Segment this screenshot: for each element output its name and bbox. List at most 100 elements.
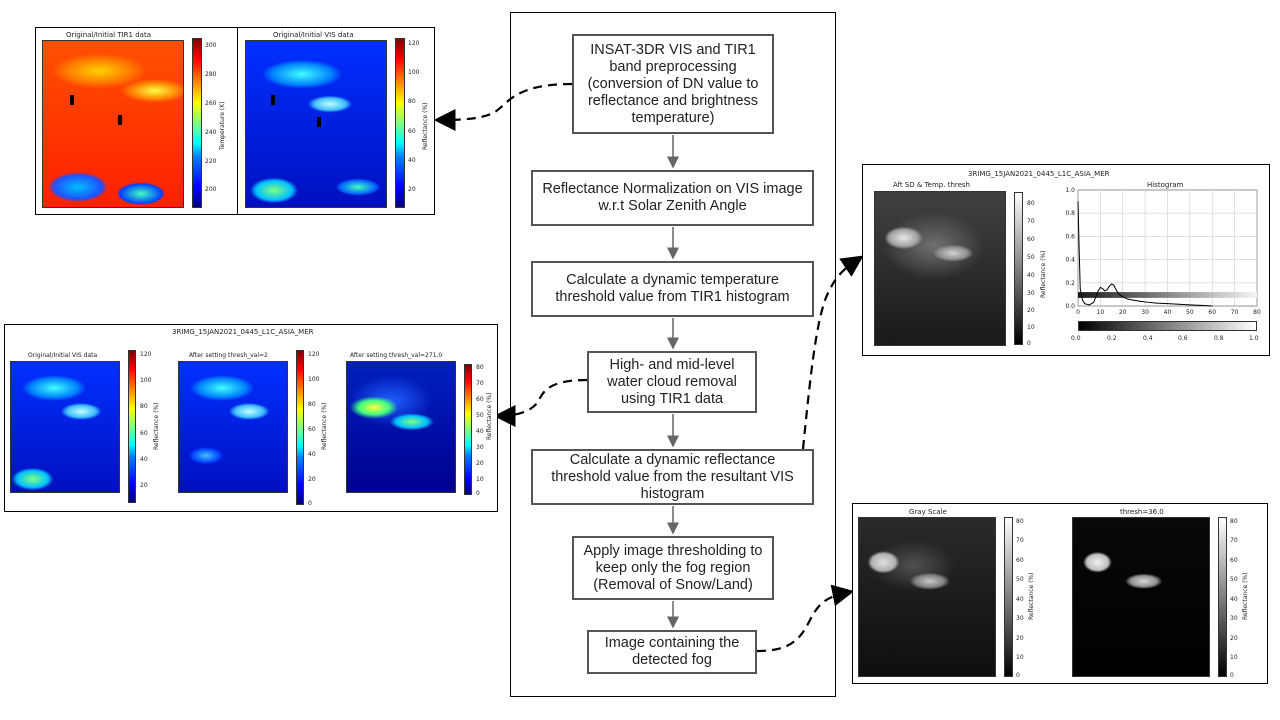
panel4-sub1-title: Gray Scale — [909, 508, 947, 516]
vis-title: Original/Initial VIS data — [273, 31, 354, 39]
x-tick-label: 40 — [1164, 309, 1172, 316]
panel2-sub3-tick: 0 — [476, 490, 480, 497]
histogram-point — [1078, 247, 1080, 249]
hcbar-tick: 0.2 — [1107, 335, 1117, 342]
tir-cbar-label: Temperature (K) — [219, 101, 226, 150]
panel2-sub1-colorbar — [128, 350, 136, 503]
tir-colorbar — [192, 38, 202, 208]
y-tick-label: 0.0 — [1065, 303, 1075, 310]
histogram-point — [1167, 303, 1168, 305]
panel3-image — [874, 191, 1006, 346]
panel4-sub2-title: thresh=36.0 — [1120, 508, 1164, 516]
step-detected-fog: Image containing the detected fog — [587, 630, 757, 674]
histogram-point — [1117, 292, 1119, 294]
panel4-sub2-colorbar — [1218, 517, 1227, 677]
histogram-point — [1077, 201, 1079, 203]
tir-marker-2 — [118, 115, 122, 125]
threshold-band — [1078, 292, 1257, 298]
hcbar-tick: 1.0 — [1249, 335, 1259, 342]
panel3-cbar-tick: 80 — [1027, 200, 1035, 207]
step-temp-threshold: Calculate a dynamic temperature threshol… — [531, 261, 814, 317]
panel4-sub1-tick: 50 — [1016, 576, 1024, 583]
histogram-point — [1133, 299, 1135, 301]
panel4-sub2-tick: 20 — [1230, 635, 1238, 642]
panel4-sub1-tick: 80 — [1016, 518, 1024, 525]
panel3-colorbar — [1014, 192, 1023, 345]
histogram-point — [1093, 302, 1095, 304]
histogram-point — [1144, 301, 1146, 303]
panel4-sub1-tick: 10 — [1016, 654, 1024, 661]
panel4-sub1-tick: 60 — [1016, 557, 1024, 564]
histogram-point — [1126, 298, 1128, 300]
histogram-point — [1155, 302, 1157, 304]
panel2-sub2-tick: 120 — [308, 351, 320, 358]
panel2-sub2-tick: 60 — [308, 426, 316, 433]
panel2-sub2-cbar-label: Reflectance (%) — [321, 402, 328, 450]
panel2-sub1-tick: 20 — [140, 482, 148, 489]
histogram-point — [1095, 296, 1097, 298]
panel2-sub1-cbar-label: Reflectance (%) — [153, 402, 160, 450]
panel2-sub3-tick: 80 — [476, 364, 484, 371]
panel2-sub1-tick: 60 — [140, 430, 148, 437]
hcbar-tick: 0.0 — [1071, 335, 1081, 342]
vis-marker-2 — [317, 117, 321, 127]
panel2-suptitle: 3RIMG_15JAN2021_0445_L1C_ASIA_MER — [172, 328, 314, 336]
hcbar-tick: 0.4 — [1143, 335, 1153, 342]
y-tick-label: 0.2 — [1065, 280, 1075, 287]
tir-tick: 300 — [205, 42, 217, 49]
histogram-line — [1077, 201, 1213, 307]
histogram-point — [1211, 305, 1213, 307]
panel4-sub2-tick: 80 — [1230, 518, 1238, 525]
x-tick-label: 60 — [1208, 309, 1216, 316]
panel2-sub2-image — [178, 361, 288, 493]
histogram-point — [1097, 290, 1099, 292]
panel4-sub2-tick: 50 — [1230, 576, 1238, 583]
histogram-point — [1115, 289, 1117, 291]
tir-marker-1 — [70, 95, 74, 105]
tir-tick: 200 — [205, 186, 217, 193]
step-normalization: Reflectance Normalization on VIS image w… — [531, 170, 814, 226]
panel2-sub2-tick: 100 — [308, 376, 320, 383]
panel3-cbar-label: Reflectance (%) — [1040, 250, 1047, 298]
panel2-sub2-tick: 20 — [308, 476, 316, 483]
panel2-sub2-tick: 40 — [308, 451, 316, 458]
histogram-point — [1200, 304, 1202, 306]
x-tick-label: 50 — [1186, 309, 1194, 316]
panel2-sub3-cbar-label: Reflectance (%) — [486, 392, 493, 440]
panel2-sub1-tick: 40 — [140, 456, 148, 463]
panel2-sub2-title: After setting thresh_val=2 — [189, 352, 268, 359]
y-tick-label: 0.4 — [1065, 257, 1075, 264]
panel2-sub3-tick: 40 — [476, 428, 484, 435]
panel3-cbar-tick: 50 — [1027, 254, 1035, 261]
x-tick-label: 0 — [1076, 309, 1080, 316]
panel3-cbar-tick: 10 — [1027, 324, 1035, 331]
histogram-point — [1120, 295, 1122, 297]
panel2-sub1-tick: 120 — [140, 351, 152, 358]
vis-tick: 80 — [408, 98, 416, 105]
panel2-sub2-colorbar — [296, 350, 304, 505]
histogram-point — [1140, 300, 1142, 302]
vis-tick: 20 — [408, 186, 416, 193]
panel2-sub1-tick: 100 — [140, 377, 152, 384]
histogram-point — [1108, 285, 1110, 287]
histogram-point — [1079, 288, 1081, 290]
panel3-img-title: Aft SD & Temp. thresh — [893, 181, 970, 189]
vis-tick: 100 — [408, 69, 420, 76]
x-tick-label: 10 — [1097, 309, 1105, 316]
histogram-point — [1106, 289, 1108, 291]
panel2-sub3-colorbar — [464, 364, 472, 495]
histogram-point — [1122, 296, 1124, 298]
panel2-sub2-tick: 0 — [308, 500, 312, 507]
tir-tick: 260 — [205, 100, 217, 107]
hcbar-tick: 0.6 — [1178, 335, 1188, 342]
panel4-gray-image — [858, 517, 996, 677]
vis-cbar-label: Reflectance (%) — [422, 102, 429, 150]
panel2-sub3-tick: 70 — [476, 380, 484, 387]
histogram-point — [1102, 288, 1104, 290]
vis-tick: 60 — [408, 128, 416, 135]
panel2-sub2-tick: 80 — [308, 401, 316, 408]
panel4-sub2-tick: 60 — [1230, 557, 1238, 564]
panel4-sub1-tick: 30 — [1016, 615, 1024, 622]
tir-title: Original/Initial TIR1 data — [66, 31, 151, 39]
